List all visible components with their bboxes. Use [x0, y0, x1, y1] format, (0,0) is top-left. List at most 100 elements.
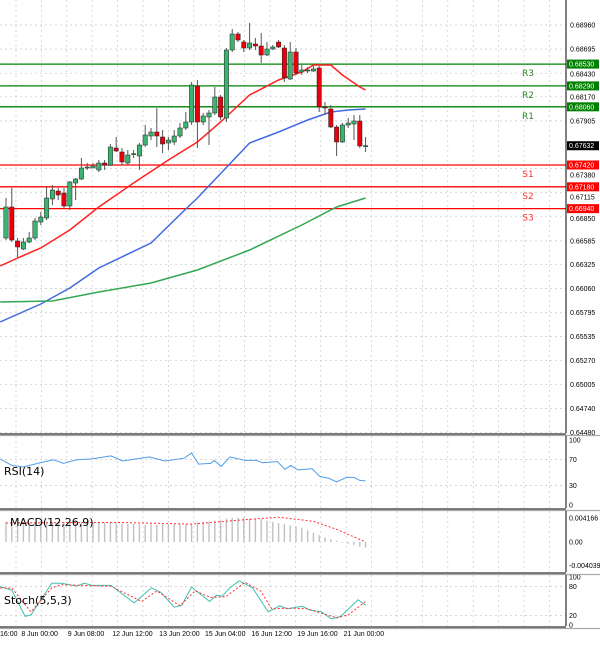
level-price-value: 0.68060 — [569, 104, 594, 111]
macd-tick-label: -0.004039 — [569, 563, 600, 570]
candle-bearish — [194, 85, 200, 123]
price-tick-label: 0.68170 — [570, 94, 595, 101]
candle-bullish — [148, 131, 154, 137]
candle-bullish — [131, 153, 137, 155]
rsi-tick-label: 70 — [569, 457, 577, 464]
candle-bullish — [32, 220, 38, 239]
price-tick-label: 0.64480 — [570, 430, 595, 437]
candle-bullish — [200, 115, 206, 123]
level-price-value: 0.67180 — [569, 184, 594, 191]
candle-bullish — [229, 33, 235, 51]
candle-bullish — [206, 112, 212, 118]
time-tick-label: 16 Jun 12:00 — [251, 631, 292, 638]
candle-bullish — [165, 139, 171, 144]
candle-bullish — [67, 181, 73, 207]
candle-bullish — [3, 206, 9, 239]
candle-bearish — [154, 131, 160, 137]
level-label-s2: S2 — [522, 192, 533, 202]
level-label-r3: R3 — [522, 69, 534, 79]
current-price-tag — [567, 141, 599, 151]
level-price-tag — [567, 160, 599, 170]
candle-bullish — [310, 68, 316, 72]
price-tick-label: 0.67905 — [570, 118, 595, 125]
candle-bearish — [113, 147, 119, 152]
time-tick-label: 16:00 — [0, 631, 18, 638]
stoch-main-line — [0, 580, 366, 620]
stoch-tick-label: 0 — [569, 623, 573, 630]
price-tick-label: 0.66060 — [570, 286, 595, 293]
candle-bullish — [84, 166, 90, 169]
candle-bullish — [142, 134, 148, 146]
candle-bullish — [20, 241, 26, 250]
price-tick-label: 0.67115 — [570, 194, 595, 201]
rsi-tick-label: 0 — [569, 503, 573, 510]
candle-bullish — [90, 165, 96, 169]
time-tick-label: 12 Jun 12:00 — [112, 631, 153, 638]
candle-bearish — [235, 33, 241, 41]
macd-tick-label: 0.004166 — [569, 516, 598, 523]
level-price-value: 0.68290 — [569, 83, 594, 90]
candle-bullish — [351, 120, 357, 125]
moving-average-line — [0, 64, 366, 267]
candle-bearish — [9, 206, 15, 241]
candle-bearish — [293, 51, 299, 74]
candle-bearish — [119, 151, 125, 163]
time-tick-label: 13 Jun 20:00 — [159, 631, 200, 638]
macd-signal-line — [5, 516, 366, 543]
current-price-value: 0.67632 — [569, 143, 594, 150]
candle-bullish — [339, 124, 345, 143]
level-price-tag — [567, 204, 599, 214]
moving-average-line — [0, 108, 366, 323]
candle-bullish — [96, 162, 102, 171]
candle-bullish — [345, 122, 351, 126]
level-price-value: 0.67420 — [569, 163, 594, 170]
candle-bullish — [125, 154, 131, 164]
candle-bullish — [305, 69, 311, 72]
candle-bullish — [38, 216, 44, 223]
rsi-tick-label: 100 — [569, 438, 581, 445]
price-tick-label: 0.67380 — [570, 173, 595, 180]
level-label-s3: S3 — [522, 214, 533, 224]
candle-bullish — [183, 121, 189, 129]
price-tick-label: 0.65795 — [570, 310, 595, 317]
axes: 0.68960 0.68695 0.68430 0.68170 0.67905 0.673… — [0, 23, 600, 639]
time-tick-label: 21 Jun 00:00 — [344, 631, 385, 638]
time-tick-label: 19 Jun 16:00 — [297, 631, 338, 638]
candle-bullish — [287, 51, 293, 80]
candle-bullish — [136, 144, 142, 157]
price-tick-label: 0.68430 — [570, 72, 595, 79]
candle-bullish — [107, 146, 113, 166]
candle-bearish — [322, 106, 328, 109]
candle-bearish — [357, 120, 363, 147]
candle-bullish — [73, 178, 79, 184]
level-price-tag — [567, 81, 599, 91]
candle-bullish — [78, 167, 84, 180]
moving-average-line — [0, 197, 366, 303]
candle-bearish — [252, 43, 258, 47]
time-tick-label: 15 Jun 04:00 — [205, 631, 246, 638]
candle-bullish — [49, 189, 55, 200]
stoch-label: Stoch(5,5,3) — [4, 594, 72, 607]
candle-bearish — [160, 136, 166, 145]
price-tick-label: 0.66850 — [570, 216, 595, 223]
level-price-tag — [567, 59, 599, 69]
level-price-tag — [567, 102, 599, 112]
price-tick-label: 0.66325 — [570, 262, 595, 269]
stoch-tick-label: 100 — [569, 575, 581, 582]
candle-bearish — [55, 190, 61, 196]
price-tick-label: 0.65270 — [570, 358, 595, 365]
candle-bullish — [270, 46, 276, 50]
candle-bullish — [189, 84, 195, 123]
candle-bullish — [247, 42, 253, 49]
rsi-line — [0, 452, 366, 483]
candle-bullish — [264, 48, 270, 56]
price-tick-label: 0.68960 — [570, 23, 595, 30]
level-price-tag — [567, 182, 599, 192]
grid-lines — [0, 0, 566, 626]
candle-bearish — [102, 162, 108, 166]
candle-bullish — [26, 237, 32, 243]
price-tick-label: 0.68695 — [570, 47, 595, 54]
level-label-s1: S1 — [522, 170, 533, 180]
candle-bearish — [276, 41, 282, 48]
